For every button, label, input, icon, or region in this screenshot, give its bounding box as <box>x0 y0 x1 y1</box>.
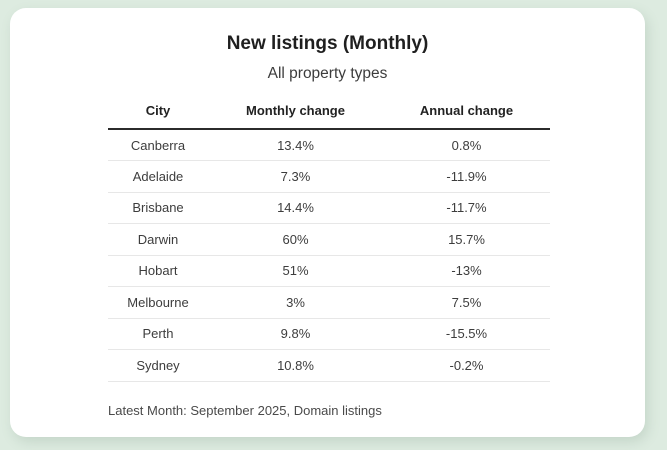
table-row: Melbourne 3% 7.5% <box>108 287 550 318</box>
table-row: Canberra 13.4% 0.8% <box>108 129 550 161</box>
monthly-change-cell: 13.4% <box>277 137 314 153</box>
table-row: Sydney 10.8% -0.2% <box>108 350 550 381</box>
city-cell: Hobart <box>138 263 178 279</box>
page-subtitle: All property types <box>267 65 388 82</box>
table-row: Adelaide 7.3% -11.9% <box>108 161 550 192</box>
city-cell: Brisbane <box>132 200 184 216</box>
annual-change-cell: -11.9% <box>446 168 487 184</box>
monthly-change-cell: 10.8% <box>277 357 314 373</box>
table-row: Brisbane 14.4% -11.7% <box>108 192 550 224</box>
city-cell: Canberra <box>130 137 186 153</box>
city-cell: Sydney <box>136 357 180 373</box>
table-row: Hobart 51% -13% <box>108 255 550 287</box>
annual-change-cell: 7.5% <box>451 294 482 310</box>
page-title: New listings (Monthly) <box>226 33 429 54</box>
listings-card: New listings (Monthly) All property type… <box>10 8 645 437</box>
annual-change-cell: -0.2% <box>449 357 484 373</box>
column-header-city: City <box>145 103 171 118</box>
column-header-monthly-change: Monthly change <box>246 103 345 118</box>
annual-change-cell: -15.5% <box>445 326 488 342</box>
city-cell: Adelaide <box>132 168 184 184</box>
listings-table: City Monthly change Annual change Canber… <box>108 97 550 382</box>
monthly-change-cell: 3% <box>286 294 305 310</box>
city-cell: Perth <box>142 326 174 342</box>
table-row: Darwin 60% 15.7% <box>108 224 550 255</box>
monthly-change-cell: 14.4% <box>277 200 314 216</box>
annual-change-cell: 0.8% <box>451 137 482 153</box>
annual-change-cell: 15.7% <box>448 231 485 247</box>
monthly-change-cell: 7.3% <box>280 168 311 184</box>
monthly-change-cell: 9.8% <box>280 326 311 342</box>
annual-change-cell: -11.7% <box>446 200 487 216</box>
source-footnote: Latest Month: September 2025, Domain lis… <box>108 402 382 418</box>
city-cell: Darwin <box>137 231 179 247</box>
monthly-change-cell: 51% <box>282 263 309 279</box>
column-header-annual-change: Annual change <box>419 103 514 118</box>
monthly-change-cell: 60% <box>282 231 309 247</box>
city-cell: Melbourne <box>127 294 189 310</box>
table-header-row: City Monthly change Annual change <box>108 97 550 129</box>
annual-change-cell: -13% <box>451 263 482 279</box>
table-row: Perth 9.8% -15.5% <box>108 318 550 350</box>
